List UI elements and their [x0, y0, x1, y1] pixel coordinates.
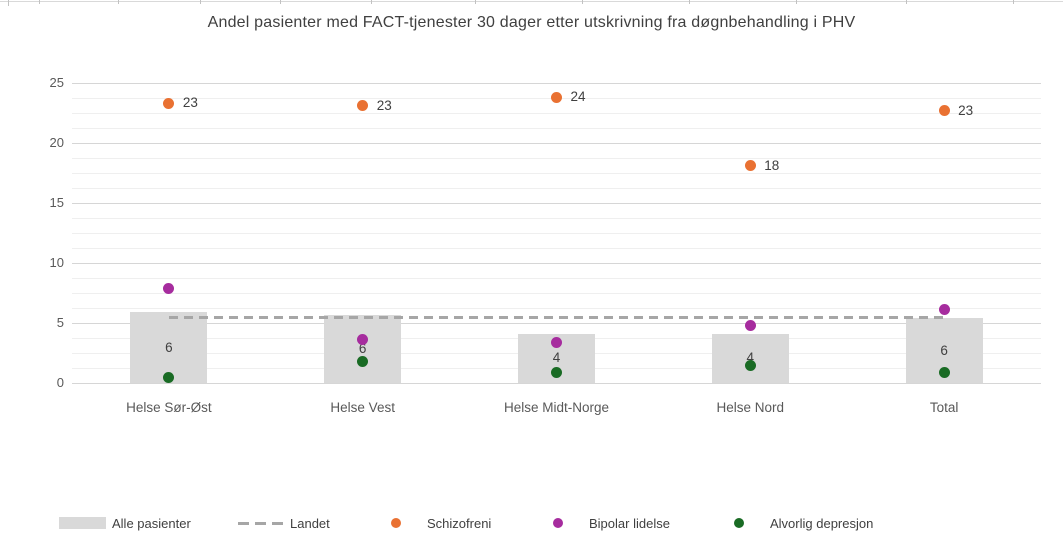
legend-label: Schizofreni — [427, 515, 492, 531]
bipolar-lidelse-point — [938, 304, 950, 316]
y-axis-tick-label: 10 — [49, 255, 64, 270]
bar-value-label: 6 — [940, 342, 948, 358]
legend-item-landet: Landet — [238, 514, 330, 532]
y-axis-tick-label: 5 — [56, 315, 64, 330]
bipolar-lidelse-point — [357, 334, 369, 346]
bar-alle-pasienter — [130, 312, 208, 383]
y-axis-tick-label: 25 — [49, 75, 64, 90]
legend-swatch-alle-pasienter — [59, 517, 106, 529]
point-value-label: 23 — [958, 102, 974, 118]
minor-gridline — [72, 113, 1041, 114]
bipolar-lidelse-point — [163, 282, 175, 294]
spreadsheet-cell-border — [8, 0, 9, 6]
bar-value-label: 4 — [552, 350, 561, 366]
alvorlig-depresjon-point — [551, 366, 562, 378]
major-gridline — [72, 263, 1041, 264]
major-gridline — [72, 143, 1041, 144]
minor-gridline — [72, 293, 1041, 294]
major-gridline — [72, 323, 1041, 324]
minor-gridline — [72, 173, 1041, 174]
bar-value-label: 4 — [746, 350, 755, 366]
legend-swatch-schizofreni — [391, 518, 401, 528]
x-axis-category-label: Helse Vest — [330, 400, 395, 415]
point-value-label: 18 — [764, 157, 780, 173]
schizofreni-point — [357, 100, 369, 112]
spreadsheet-column-tick — [39, 0, 40, 4]
minor-gridline — [72, 218, 1041, 219]
x-axis-category-label: Helse Midt-Norge — [503, 400, 610, 415]
y-axis-tick-label: 20 — [49, 135, 64, 150]
legend-item-bipolar-lidelse: Bipolar lidelse — [553, 514, 670, 532]
spreadsheet-column-tick — [118, 0, 119, 4]
legend-swatch-bipolar-lidelse — [553, 518, 563, 528]
chart-title: Andel pasienter med FACT-tjenester 30 da… — [207, 14, 856, 31]
spreadsheet-column-tick — [280, 0, 281, 4]
legend-label: Alvorlig depresjon — [770, 515, 874, 531]
spreadsheet-column-tick — [371, 0, 372, 4]
minor-gridline — [72, 248, 1041, 249]
schizofreni-point — [163, 97, 175, 109]
schizofreni-point — [744, 160, 756, 172]
x-axis-category-label: Total — [929, 400, 959, 415]
point-value-label: 23 — [376, 97, 392, 113]
alvorlig-depresjon-point — [744, 359, 756, 371]
spreadsheet-column-tick — [689, 0, 690, 4]
x-axis-category-label: Helse Sør-Øst — [126, 400, 212, 415]
legend-item-schizofreni: Schizofreni — [391, 514, 491, 532]
point-value-label: 23 — [182, 95, 198, 111]
bipolar-lidelse-point — [744, 319, 756, 331]
spreadsheet-column-tick — [906, 0, 907, 4]
alvorlig-depresjon-point — [163, 371, 175, 383]
spreadsheet-column-tick — [796, 0, 797, 4]
minor-gridline — [72, 278, 1041, 279]
minor-gridline — [72, 308, 1041, 309]
y-axis-tick-label: 0 — [56, 375, 64, 390]
bar-alle-pasienter — [324, 314, 402, 383]
x-axis-category-label: Helse Nord — [716, 400, 785, 415]
point-value-label: 24 — [570, 89, 586, 105]
landet-dashed-line — [168, 315, 945, 319]
legend-swatch-landet — [238, 521, 284, 525]
spreadsheet-column-tick — [1013, 0, 1014, 4]
major-gridline — [72, 203, 1041, 204]
legend-label: Alle pasienter — [112, 515, 191, 531]
legend-label: Bipolar lidelse — [589, 515, 670, 531]
major-gridline — [72, 383, 1041, 384]
schizofreni-point — [551, 91, 562, 103]
spreadsheet-column-tick — [582, 0, 583, 4]
legend-swatch-alvorlig-depresjon — [734, 518, 744, 528]
minor-gridline — [72, 128, 1041, 129]
bar-value-label: 6 — [358, 340, 367, 356]
minor-gridline — [72, 158, 1041, 159]
schizofreni-point — [938, 105, 950, 117]
major-gridline — [72, 83, 1041, 84]
spreadsheet-column-tick — [475, 0, 476, 4]
spreadsheet-column-tick — [200, 0, 201, 4]
bipolar-lidelse-point — [551, 336, 562, 348]
bar-alle-pasienter — [711, 333, 789, 383]
alvorlig-depresjon-point — [357, 355, 369, 367]
alvorlig-depresjon-point — [938, 366, 950, 378]
legend-item-alvorlig-depresjon: Alvorlig depresjon — [734, 514, 873, 532]
spreadsheet-top-gridline — [0, 1, 1063, 2]
minor-gridline — [72, 233, 1041, 234]
legend-item-alle-pasienter: Alle pasienter — [59, 514, 191, 532]
legend-label: Landet — [290, 515, 330, 531]
minor-gridline — [72, 188, 1041, 189]
bar-value-label: 6 — [165, 339, 173, 355]
y-axis-tick-label: 15 — [49, 195, 64, 210]
